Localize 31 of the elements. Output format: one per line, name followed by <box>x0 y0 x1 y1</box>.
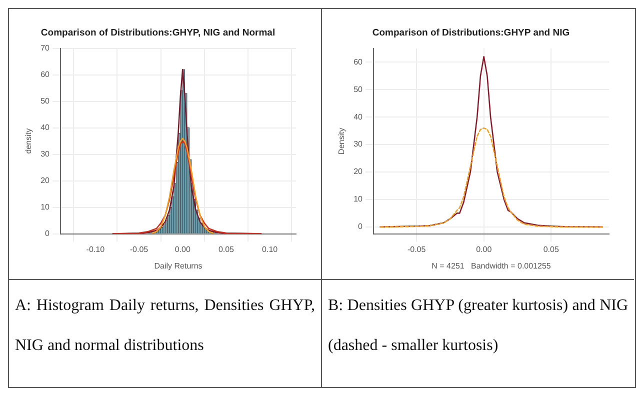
y-tick-label: 60 <box>40 70 50 80</box>
chart-title: Comparison of Distributions:GHYP and NIG <box>372 27 570 38</box>
y-tick-label: 50 <box>40 96 50 106</box>
x-tick-label: -0.10 <box>86 244 106 254</box>
x-tick-label: 0.10 <box>262 244 278 254</box>
chart-title: Comparison of Distributions:GHYP, NIG and Normal <box>40 27 276 38</box>
y-tick-label: 10 <box>354 194 364 204</box>
x-axis-title: Daily Returns <box>154 261 202 270</box>
x-axis-title: N = 4251 Bandwidth = 0.001255 <box>432 261 552 270</box>
y-tick-label: 70 <box>40 44 50 53</box>
text: B: Densities GHYP (greater kurtosis) and NIG (dashed - smaller kurtosis) <box>328 297 628 354</box>
y-tick-label: 20 <box>40 176 50 186</box>
y-tick-label: 0 <box>45 229 50 238</box>
y-tick-label: 50 <box>354 84 364 94</box>
x-tick-label: 0.05 <box>543 244 560 254</box>
y-tick-label: 0 <box>358 222 364 232</box>
y-tick-label: 30 <box>40 150 50 159</box>
y-axis-title: Density <box>337 128 346 154</box>
y-tick-label: 40 <box>40 123 50 132</box>
x-tick-label: 0.00 <box>174 244 191 254</box>
x-tick-label: 0.00 <box>476 244 492 254</box>
x-tick-label: -0.05 <box>130 244 149 254</box>
x-tick-label: -0.05 <box>407 244 426 254</box>
y-tick-label: 60 <box>354 57 364 66</box>
y-axis-title: density <box>24 128 34 154</box>
y-tick-label: 10 <box>40 202 50 212</box>
y-tick-label: 30 <box>354 140 364 149</box>
text: A: Histogram Daily returns, Densities GHYP, NIG and normal distributions <box>15 297 315 354</box>
y-tick-label: 40 <box>354 112 364 122</box>
x-tick-label: 0.05 <box>218 244 235 254</box>
y-tick-label: 20 <box>354 167 364 176</box>
